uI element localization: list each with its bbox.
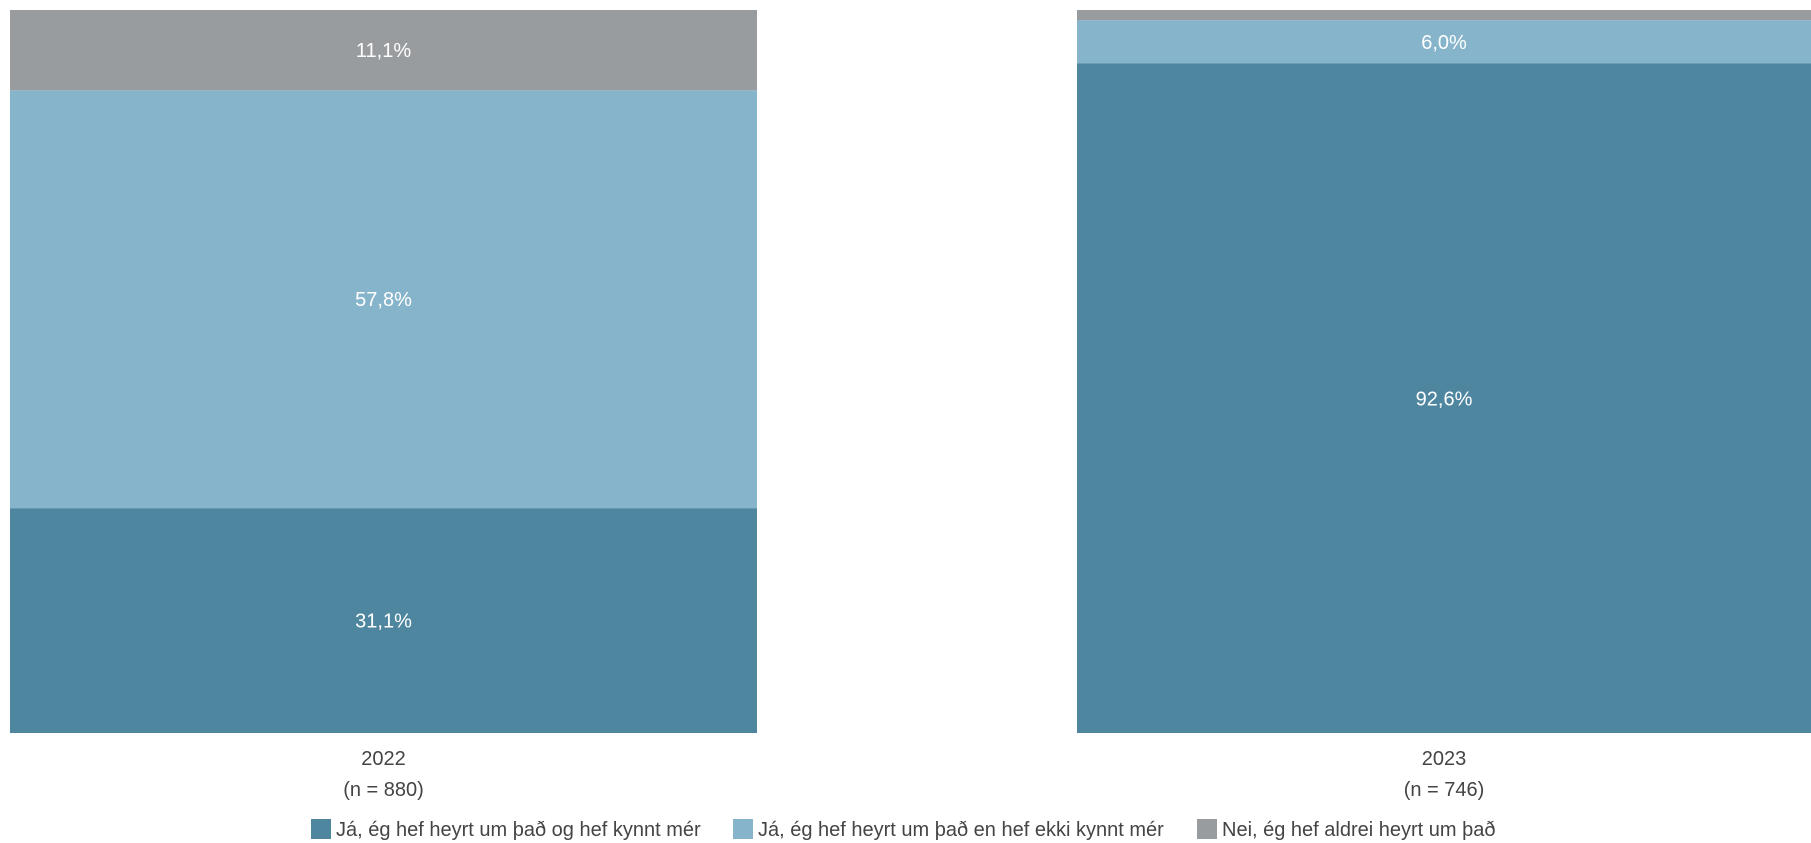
bar-segment-2022-series-1 (10, 90, 757, 509)
data-label-2022-series-2: 11,1% (356, 40, 411, 62)
x-tick-sublabel-2023: (n = 746) (1404, 779, 1485, 801)
bar-segment-2022-series-2 (10, 10, 757, 91)
legend-swatch-0 (311, 819, 331, 839)
x-tick-sublabel-2022: (n = 880) (343, 779, 424, 801)
legend: Já, ég hef heyrt um það og hef kynnt mér… (311, 819, 1496, 841)
bar-segment-2023-series-2 (1077, 10, 1811, 21)
legend-swatch-1 (733, 819, 753, 839)
data-label-2023-series-0: 92,6% (1416, 388, 1473, 410)
legend-label-0: Já, ég hef heyrt um það og hef kynnt mér (336, 819, 701, 841)
x-tick-label-2022: 2022 (361, 748, 406, 770)
segment-labels-layer: 31,1% 57,8% 11,1% 92,6% 6,0% (355, 32, 1472, 633)
x-tick-label-2023: 2023 (1422, 748, 1467, 770)
data-label-2022-series-1: 57,8% (355, 289, 412, 311)
bar-segment-2023-series-0 (1077, 63, 1811, 733)
legend-swatch-2 (1197, 819, 1217, 839)
bar-segment-2022-series-0 (10, 508, 757, 733)
legend-label-1: Já, ég hef heyrt um það en hef ekki kynn… (758, 819, 1164, 841)
bar-segment-2023-series-1 (1077, 20, 1811, 64)
data-label-2023-series-1: 6,0% (1421, 32, 1467, 54)
legend-label-2: Nei, ég hef aldrei heyrt um það (1222, 819, 1496, 841)
category-labels-layer: 2022 (n = 880) 2023 (n = 746) (343, 748, 1484, 801)
bars-layer (10, 10, 1811, 733)
data-label-2022-series-0: 31,1% (355, 611, 412, 633)
